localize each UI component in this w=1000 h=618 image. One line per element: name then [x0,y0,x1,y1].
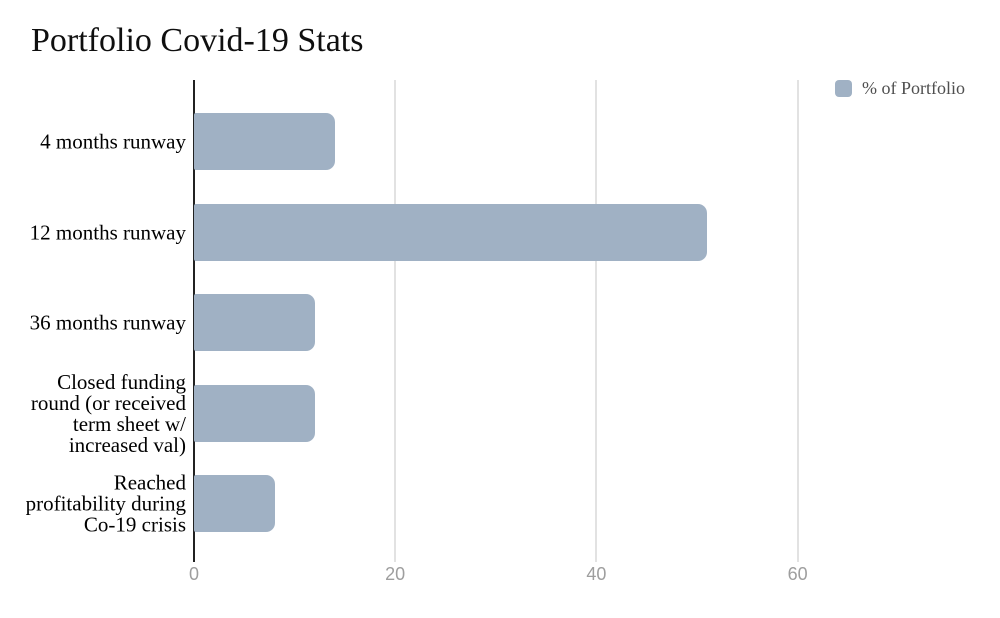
bar-5 [194,475,275,532]
category-label-line: Closed funding [57,369,186,394]
legend-label: % of Portfolio [862,78,965,98]
chart-title: Portfolio Covid-19 Stats [31,22,364,59]
category-label-2: 12 months runway [11,222,186,243]
x-tick-label: 0 [188,564,200,584]
x-tick-label: 20 [385,564,406,584]
category-label-5: Reached profitability during Co-19 crisis [11,472,186,535]
bar-3 [194,294,315,351]
category-label-line: profitability during [25,491,186,515]
category-label-line: term sheet w/ [72,411,186,436]
gridline [796,80,799,562]
category-label-line: Co-19 crisis [83,512,186,536]
category-label-4: Closed funding round (or received term she… [11,369,186,457]
category-label-line: 4 months runway [40,129,186,153]
category-label-line: round (or received [30,390,186,415]
category-label-line: 36 months runway [29,310,186,334]
category-label-3: 36 months runway [11,312,186,333]
bar-2 [194,204,708,261]
category-label-line: 12 months runway [29,220,186,244]
gridline [394,80,397,562]
bar-1 [194,113,335,170]
legend: % of Portfolio [835,78,965,99]
category-label-line: increased val) [68,432,186,457]
category-label-1: 4 months runway [11,131,186,152]
bar-4 [194,385,315,442]
x-tick-label: 60 [787,564,808,584]
legend-swatch [835,80,852,97]
gridline [595,80,598,562]
x-tick-label: 40 [586,564,607,584]
category-label-line: Reached [113,470,186,494]
